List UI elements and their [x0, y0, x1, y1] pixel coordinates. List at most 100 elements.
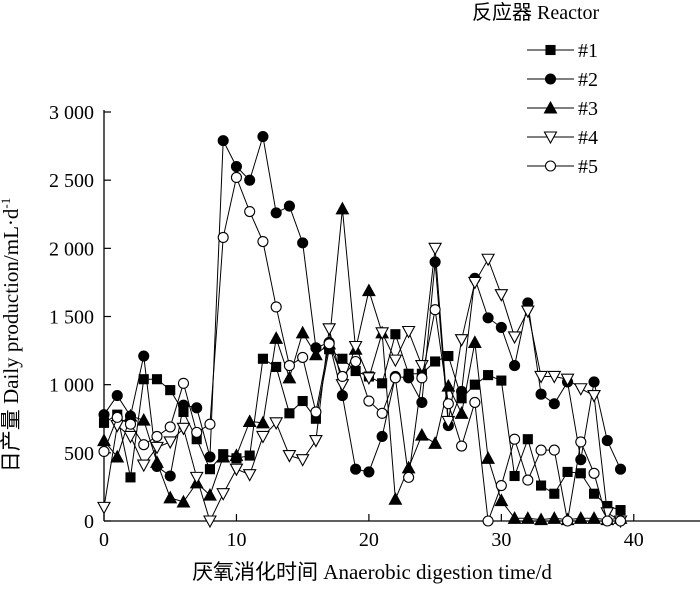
series-1-point: [151, 374, 163, 385]
series-5-point: [376, 407, 388, 419]
series-4-point: [295, 454, 310, 467]
series-2-point: [601, 435, 613, 447]
legend-item-2: #2: [527, 69, 598, 91]
series-5-point: [535, 444, 547, 456]
series-2-point: [191, 402, 203, 414]
series-1-line: [103, 332, 621, 511]
series-4-point: [428, 242, 443, 256]
legend-item-1-label: #1: [578, 40, 598, 62]
legend-item-5-marker: [544, 160, 557, 172]
series-2-point: [336, 390, 348, 402]
series-4-point: [560, 373, 575, 387]
legend-item-3-marker: [543, 100, 558, 114]
series-4-point: [282, 450, 297, 463]
series-5-line: [103, 175, 621, 522]
legend-item-5: #5: [527, 156, 598, 178]
series-3-point: [507, 511, 522, 524]
series-2-point: [270, 207, 282, 219]
series-5-point: [350, 355, 362, 368]
series-5-point: [403, 471, 415, 483]
series-3-point: [573, 511, 588, 524]
series-1-point: [297, 395, 308, 407]
series-3-point: [534, 512, 548, 526]
series-3-point: [587, 511, 601, 524]
series-5-point: [416, 372, 428, 384]
series-3-point: [494, 493, 509, 507]
y-tick-label: 2 500: [49, 170, 94, 192]
series-4-point: [388, 354, 403, 368]
series-2-point: [138, 350, 150, 362]
x-tick-label: 30: [491, 529, 511, 551]
series-3-point: [428, 436, 443, 449]
series-1-point: [588, 488, 600, 499]
series-4-point: [587, 390, 601, 403]
series-2-point: [495, 321, 507, 333]
series-3-point: [203, 487, 217, 501]
series-5-point: [151, 430, 163, 443]
series-4-point: [361, 372, 376, 385]
series-4-point: [269, 417, 284, 430]
series-1-point: [443, 350, 454, 362]
series-4: [97, 242, 628, 529]
x-tick-label: 20: [359, 529, 379, 551]
series-5-point: [323, 338, 335, 350]
series-5-point: [177, 377, 190, 389]
series-5-point: [562, 515, 574, 527]
legend-item-1: #1: [527, 40, 598, 62]
series-2-point: [350, 463, 362, 475]
series-2-point: [482, 312, 494, 324]
series-4-point: [308, 435, 323, 448]
series-2-point: [217, 135, 229, 147]
series-5-point: [310, 406, 322, 418]
series-1-point: [377, 378, 388, 389]
legend-item-2-label: #2: [578, 69, 598, 91]
series-5-point: [138, 439, 150, 451]
legend-item-4-marker: [543, 131, 558, 145]
series-3-point: [414, 427, 429, 441]
series-5-point: [456, 440, 468, 452]
series-5-point: [442, 398, 454, 410]
legend-item-4-label: #4: [578, 127, 598, 149]
svg-text:日产量 Daily production/mL·d-1: 日产量 Daily production/mL·d-1: [0, 198, 23, 472]
legend-item-4: #4: [527, 127, 598, 149]
series-2-point: [509, 360, 521, 372]
series-3-point: [481, 451, 496, 464]
series-2: [98, 130, 627, 482]
series-4-point: [163, 436, 178, 450]
series-1-point: [244, 450, 255, 461]
series-5: [98, 171, 627, 527]
x-tick-label: 40: [624, 529, 644, 551]
series-2-point: [535, 388, 547, 400]
series-3-point: [136, 412, 151, 426]
series-2-point: [111, 390, 123, 402]
series-3-point: [242, 414, 257, 428]
y-axis-title: 日产量 Daily production/mL·d-1: [0, 198, 23, 472]
series-1-point: [390, 329, 401, 340]
series-4-point: [176, 422, 191, 436]
series-5-point: [270, 301, 282, 313]
series-2-point: [297, 237, 309, 249]
series-3-line: [103, 208, 621, 521]
series-4-line: [103, 248, 621, 523]
axes: [103, 110, 700, 522]
series-3-point: [269, 331, 284, 344]
series-2-point: [456, 385, 468, 398]
series-3: [97, 201, 628, 526]
series-5-point: [191, 426, 203, 438]
series-4-point: [203, 515, 217, 529]
series-1-point: [138, 374, 149, 385]
y-tick-label: 1 500: [49, 307, 94, 329]
ticks: 0 10 20 30 40 0 500 1 000 1 500 2 000 2 500 3 000: [49, 102, 644, 551]
series-5-point: [111, 411, 123, 423]
series-5-point: [230, 171, 242, 183]
series-3-point: [229, 448, 244, 462]
series-4-point: [534, 370, 548, 384]
series-4-point: [189, 471, 204, 485]
y-axis-title-main: 日产量 Daily production/mL·d: [0, 208, 23, 472]
series-2-point: [548, 398, 560, 410]
series-1-point: [536, 480, 547, 491]
series-5-point: [363, 395, 375, 407]
series-3-point: [308, 347, 323, 361]
x-axis-title: 厌氧消化时间 Anaerobic digestion time/d: [192, 560, 552, 584]
